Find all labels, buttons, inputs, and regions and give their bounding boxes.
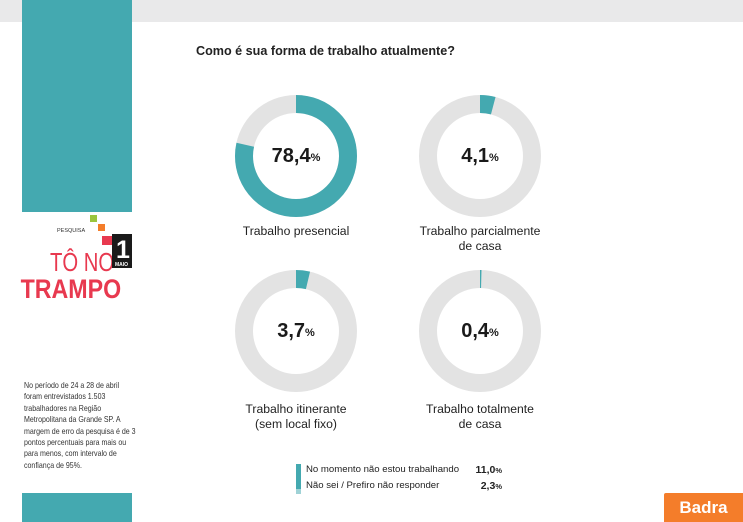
legend-item-not-working: No momento não estou trabalhando 11,0% (306, 464, 502, 476)
logo-square-green (90, 215, 97, 222)
logo-pesquisa: PESQUISA (57, 228, 85, 234)
donut-number: 4,1 (461, 144, 490, 167)
donut-2: 3,7% (233, 268, 359, 394)
donut-label-line: Trabalho presencial (242, 224, 350, 238)
donut-svg (235, 95, 357, 217)
logo-graphic: PESQUISA TÔ NO TRAMPO 1 MAIO (21, 215, 132, 304)
top-band (0, 0, 743, 22)
donut-3: 0,4% (417, 268, 543, 394)
legend-item-no-answer: Não sei / Prefiro não responder 2,3% (306, 480, 502, 492)
donut-value-arc (235, 270, 357, 392)
donut-label: Trabalho presencial (211, 224, 381, 239)
donut-number: 78,4 (271, 144, 311, 167)
donut-center-value: 3,7% (233, 268, 359, 394)
donut-label: Trabalho parcialmente de casa (395, 224, 565, 254)
donut-label-line: Trabalho parcialmente (419, 224, 541, 238)
legend-swatch-not-working (296, 464, 301, 489)
donut-number: 3,7 (277, 319, 306, 342)
logo-month: MAIO (115, 262, 128, 268)
legend-bar (296, 464, 301, 494)
logo-line2: TRAMPO (21, 274, 122, 304)
survey-logo: PESQUISA TÔ NO TRAMPO 1 MAIO (18, 212, 136, 312)
donut-label-line: Trabalho totalmente (426, 402, 534, 416)
donut-label-line: de casa (458, 239, 502, 253)
donut-unit: % (305, 327, 315, 339)
donut-value-arc (235, 95, 357, 217)
donut-center-value: 78,4% (233, 93, 359, 219)
donut-svg (235, 270, 357, 392)
legend-value: 2,3% (480, 480, 502, 492)
legend-swatch-no-answer (296, 489, 301, 494)
donut-value-arc (419, 95, 541, 217)
logo-line1: TÔ NO (50, 246, 114, 276)
donut-svg (419, 270, 541, 392)
logo-square-red (102, 236, 112, 245)
teal-decor-top (22, 0, 132, 212)
donut-center-value: 4,1% (417, 93, 543, 219)
donut-number: 0,4 (461, 319, 490, 342)
donut-svg (419, 95, 541, 217)
legend-value: 11,0% (475, 464, 502, 476)
donut-center-value: 0,4% (417, 268, 543, 394)
logo-date-box (112, 234, 132, 268)
teal-decor-bottom (22, 493, 132, 522)
legend-label: No momento não estou trabalhando (306, 464, 460, 475)
donut-label: Trabalho totalmente de casa (395, 402, 565, 432)
logo-day: 1 (116, 236, 130, 264)
donut-value-arc (419, 270, 541, 392)
donut-label-line: Trabalho itinerante (245, 402, 347, 416)
donut-unit: % (489, 327, 499, 339)
donut-0: 78,4% (233, 93, 359, 219)
logo-square-orange (98, 224, 105, 231)
brand-logo: Badra (664, 493, 743, 522)
donut-1: 4,1% (417, 93, 543, 219)
donut-label-line: (sem local fixo) (255, 417, 337, 431)
donut-unit: % (310, 152, 321, 164)
donut-label-line: de casa (458, 417, 502, 431)
chart-title: Como é sua forma de trabalho atualmente? (196, 44, 455, 58)
donut-label: Trabalho itinerante (sem local fixo) (211, 402, 381, 432)
donut-unit: % (489, 152, 499, 164)
methodology-note: No período de 24 a 28 de abril foram ent… (24, 381, 136, 470)
legend-label: Não sei / Prefiro não responder (306, 480, 440, 491)
